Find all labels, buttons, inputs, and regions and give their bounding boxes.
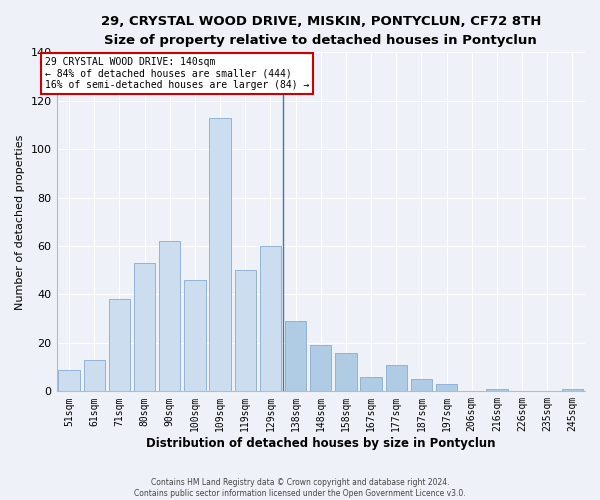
Bar <box>58 370 80 392</box>
Bar <box>285 321 307 392</box>
Text: Contains HM Land Registry data © Crown copyright and database right 2024.
Contai: Contains HM Land Registry data © Crown c… <box>134 478 466 498</box>
Bar <box>386 364 407 392</box>
Title: 29, CRYSTAL WOOD DRIVE, MISKIN, PONTYCLUN, CF72 8TH
Size of property relative to: 29, CRYSTAL WOOD DRIVE, MISKIN, PONTYCLU… <box>101 15 541 47</box>
Bar <box>361 377 382 392</box>
Bar <box>159 241 181 392</box>
Y-axis label: Number of detached properties: Number of detached properties <box>15 134 25 310</box>
Bar <box>260 246 281 392</box>
Bar <box>436 384 457 392</box>
Bar <box>134 263 155 392</box>
Bar <box>335 352 356 392</box>
Bar <box>209 118 231 392</box>
Bar <box>109 300 130 392</box>
Bar <box>411 379 432 392</box>
Text: 29 CRYSTAL WOOD DRIVE: 140sqm
← 84% of detached houses are smaller (444)
16% of : 29 CRYSTAL WOOD DRIVE: 140sqm ← 84% of d… <box>45 57 310 90</box>
Bar <box>310 346 331 392</box>
Bar <box>562 389 583 392</box>
Bar <box>486 389 508 392</box>
X-axis label: Distribution of detached houses by size in Pontyclun: Distribution of detached houses by size … <box>146 437 496 450</box>
Bar <box>235 270 256 392</box>
Bar <box>83 360 105 392</box>
Bar <box>184 280 206 392</box>
